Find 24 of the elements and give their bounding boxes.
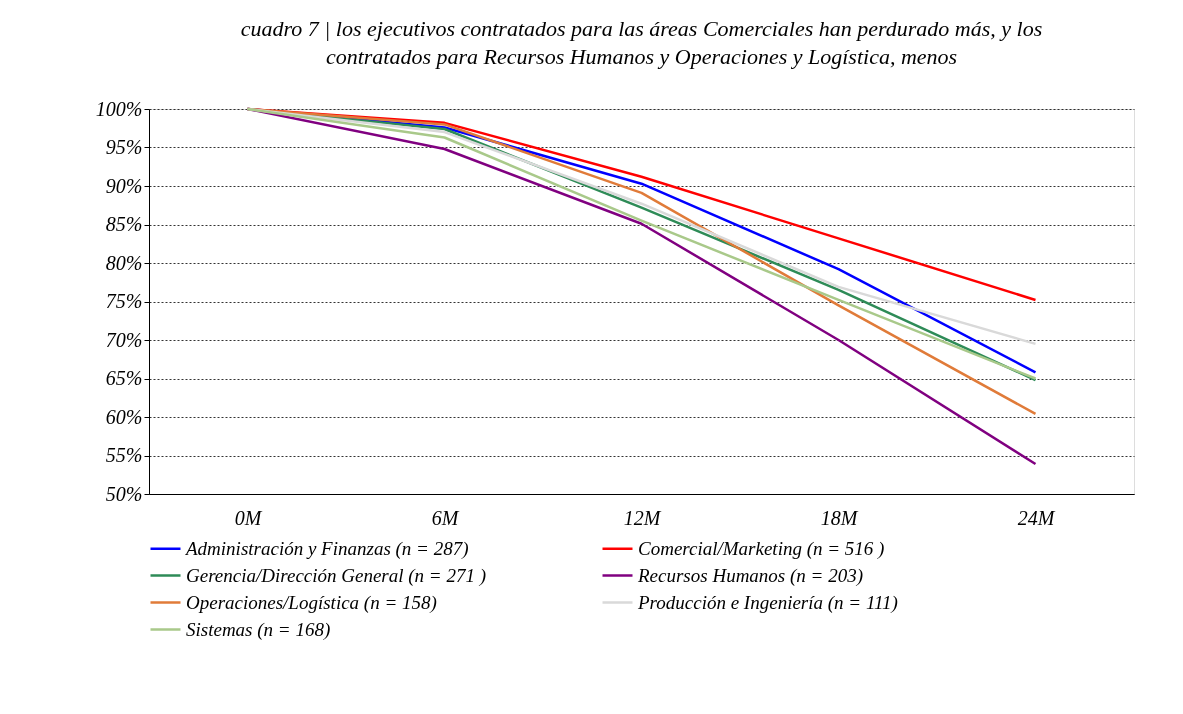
y-tick-label: 100%: [95, 97, 143, 120]
y-tick-label: 95%: [105, 136, 143, 158]
y-tick-label: 85%: [105, 213, 143, 235]
x-tick-label: 6M: [431, 506, 460, 529]
legend-label: Gerencia/Dirección General (n = 271 ): [186, 564, 487, 587]
y-tick-label: 60%: [105, 405, 143, 428]
y-tick-label: 55%: [105, 444, 143, 466]
chart-title: cuadro 7 | los ejecutivos contratados para las áreas Comerciales han perdurado más, y los contratados para Recursos Humanos y Operaciones y Logística, menos: [240, 16, 1043, 69]
legend-label: Sistemas (n = 168): [186, 618, 331, 641]
legend-label: Producción e Ingeniería (n = 111): [637, 591, 898, 614]
y-tick-label: 90%: [105, 174, 143, 197]
legend-label: Operaciones/Logística (n = 158): [186, 591, 437, 614]
y-tick-label: 75%: [105, 290, 143, 312]
legend-label: Administración y Finanzas (n = 287): [184, 537, 469, 560]
y-tick-label: 50%: [105, 482, 143, 505]
legend-label: Recursos Humanos (n = 203): [637, 564, 863, 587]
x-tick-label: 12M: [623, 506, 662, 529]
x-tick-label: 24M: [1017, 506, 1056, 529]
y-tick-label: 65%: [105, 367, 143, 389]
y-tick-label: 80%: [105, 251, 143, 274]
x-tick-label: 18M: [820, 506, 859, 529]
y-tick-label: 70%: [105, 328, 143, 351]
x-tick-label: 0M: [234, 506, 263, 529]
legend-label: Comercial/Marketing (n = 516 ): [638, 537, 885, 560]
